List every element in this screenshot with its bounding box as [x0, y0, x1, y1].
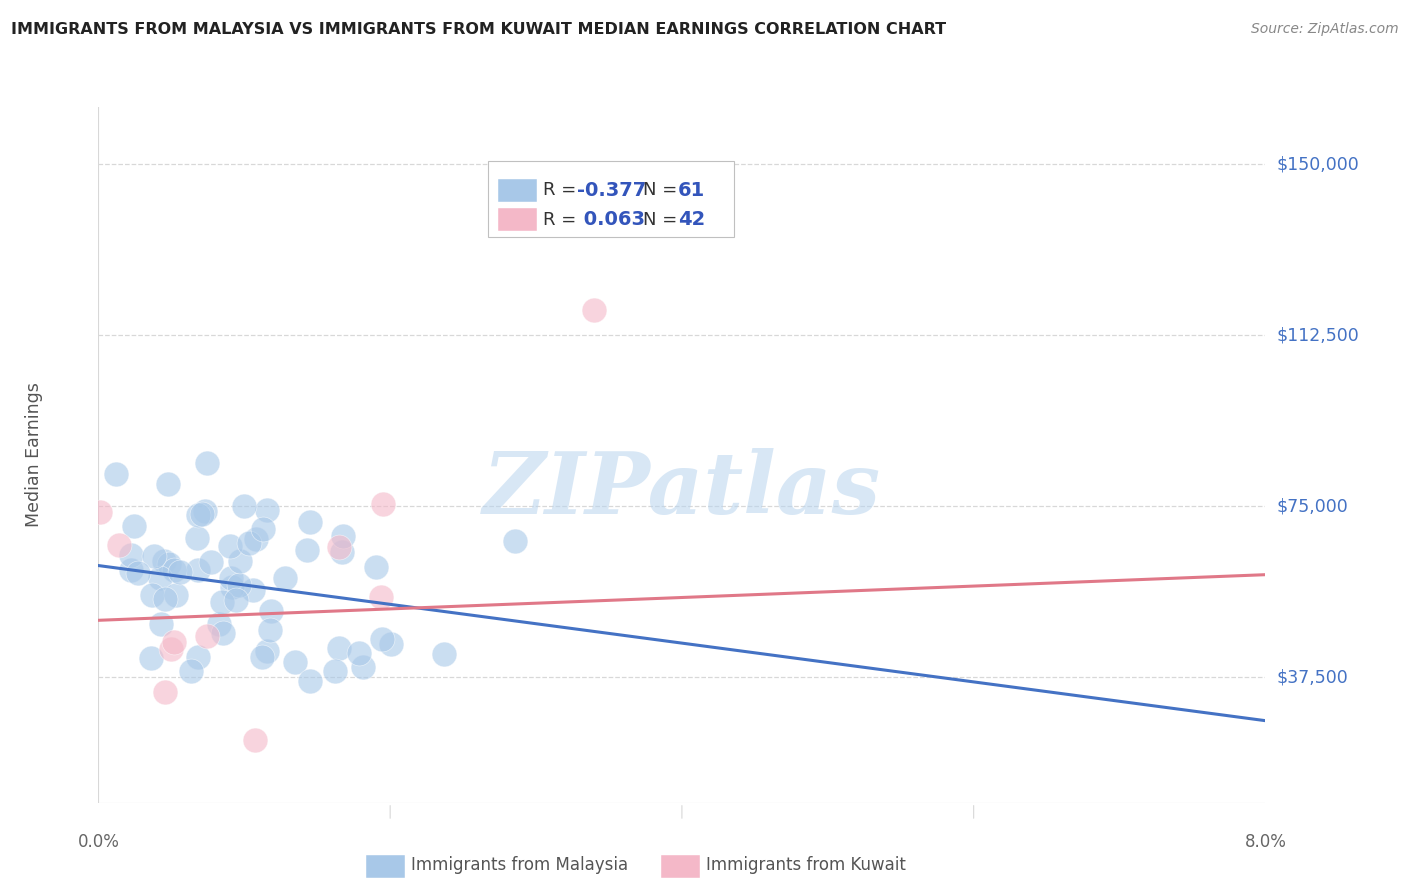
Point: [256, 643, 278, 657]
Point: [190, 507, 212, 521]
Point: [433, 647, 456, 661]
Point: [252, 649, 274, 664]
Point: [211, 595, 233, 609]
Text: N =: N =: [643, 181, 683, 199]
Point: [219, 571, 242, 585]
Point: [163, 563, 186, 577]
Text: $150,000: $150,000: [1277, 155, 1360, 173]
Text: Immigrants from Malaysia: Immigrants from Malaysia: [411, 856, 627, 874]
Point: [149, 616, 172, 631]
Point: [221, 580, 243, 594]
Point: [256, 503, 278, 517]
Text: R =: R =: [543, 181, 582, 199]
Point: [187, 563, 209, 577]
Point: [242, 582, 264, 597]
Point: [366, 560, 388, 574]
Point: [195, 456, 218, 470]
Text: Source: ZipAtlas.com: Source: ZipAtlas.com: [1251, 22, 1399, 37]
Point: [186, 531, 208, 545]
Point: [284, 655, 307, 669]
Point: [153, 591, 176, 606]
Point: [105, 467, 128, 482]
Point: [299, 674, 322, 689]
Point: [328, 540, 350, 554]
Point: [325, 664, 347, 678]
Point: [195, 629, 218, 643]
Point: [141, 588, 163, 602]
Point: [583, 303, 606, 318]
Point: [229, 554, 252, 568]
Point: [212, 625, 235, 640]
Point: [371, 632, 394, 646]
Point: [208, 617, 231, 632]
Point: [252, 522, 274, 536]
Point: [228, 577, 250, 591]
Point: [260, 604, 283, 618]
Point: [143, 549, 166, 563]
Point: [149, 571, 172, 585]
Text: 61: 61: [678, 181, 706, 200]
Point: [352, 659, 374, 673]
Text: Median Earnings: Median Earnings: [25, 383, 44, 527]
Text: $37,500: $37,500: [1277, 668, 1348, 686]
Text: $75,000: $75,000: [1277, 497, 1348, 516]
Point: [219, 539, 242, 553]
Point: [124, 519, 146, 533]
Point: [127, 566, 149, 580]
Point: [347, 646, 370, 660]
Point: [332, 529, 354, 543]
Point: [328, 640, 350, 655]
Text: Immigrants from Kuwait: Immigrants from Kuwait: [706, 856, 905, 874]
Text: 8.0%: 8.0%: [1244, 833, 1286, 851]
Text: -0.377: -0.377: [576, 181, 645, 200]
Point: [153, 554, 176, 568]
Point: [160, 642, 183, 657]
Point: [139, 651, 162, 665]
Point: [370, 590, 392, 604]
Point: [108, 537, 131, 551]
Point: [245, 733, 267, 747]
Point: [157, 558, 180, 572]
Point: [238, 536, 260, 550]
Point: [259, 624, 281, 638]
Point: [120, 548, 142, 562]
Point: [225, 593, 247, 607]
Point: [187, 508, 209, 523]
Point: [330, 545, 353, 559]
Point: [274, 571, 297, 585]
Text: $112,500: $112,500: [1277, 326, 1360, 344]
Point: [165, 588, 187, 602]
Point: [155, 685, 177, 699]
Point: [163, 635, 186, 649]
Point: [120, 563, 142, 577]
Point: [89, 504, 111, 518]
Text: 42: 42: [678, 211, 706, 229]
Point: [298, 515, 321, 529]
Point: [156, 477, 179, 491]
Point: [200, 555, 222, 569]
Text: IMMIGRANTS FROM MALAYSIA VS IMMIGRANTS FROM KUWAIT MEDIAN EARNINGS CORRELATION C: IMMIGRANTS FROM MALAYSIA VS IMMIGRANTS F…: [11, 22, 946, 37]
Point: [380, 637, 402, 651]
Point: [295, 543, 318, 558]
Point: [180, 664, 202, 678]
Text: ZIPatlas: ZIPatlas: [482, 448, 882, 532]
Text: 0.063: 0.063: [576, 211, 645, 229]
Point: [187, 650, 209, 665]
Point: [503, 534, 526, 549]
Text: R =: R =: [543, 211, 582, 228]
Point: [169, 566, 191, 580]
Text: 0.0%: 0.0%: [77, 833, 120, 851]
Point: [245, 532, 267, 546]
Point: [232, 500, 254, 514]
Text: N =: N =: [643, 211, 683, 228]
Point: [373, 497, 395, 511]
Point: [194, 504, 217, 518]
